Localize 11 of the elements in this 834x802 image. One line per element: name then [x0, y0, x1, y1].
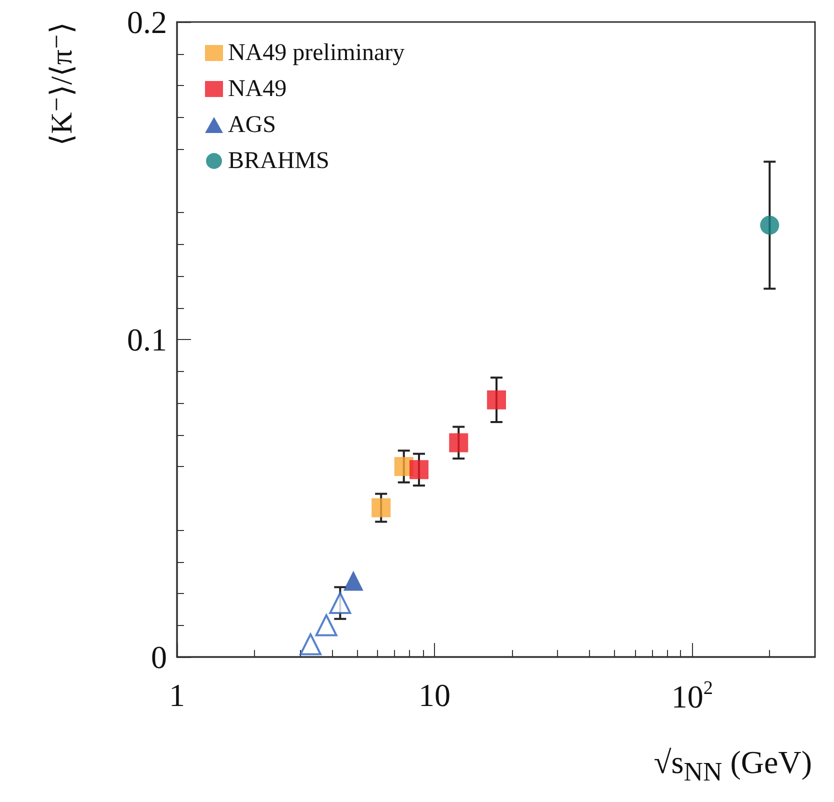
y-axis-title: ⟨K⁻⟩/⟨π⁻⟩ [46, 22, 78, 146]
y-tick-label: 0.1 [127, 322, 167, 358]
y-tick-label: 0 [151, 639, 167, 675]
x-axis-title: √s$_{NN}$ (GeV) [654, 744, 812, 788]
x-tick-label: 10 [418, 677, 451, 713]
legend-label: BRAHMS [228, 148, 330, 174]
legend-label: NA49 [228, 76, 287, 102]
y-tick-label: 0.2 [127, 4, 167, 40]
legend-label: NA49 preliminary [228, 40, 405, 66]
x-tick-label: 1 [169, 677, 185, 713]
legend-label: AGS [228, 112, 276, 138]
